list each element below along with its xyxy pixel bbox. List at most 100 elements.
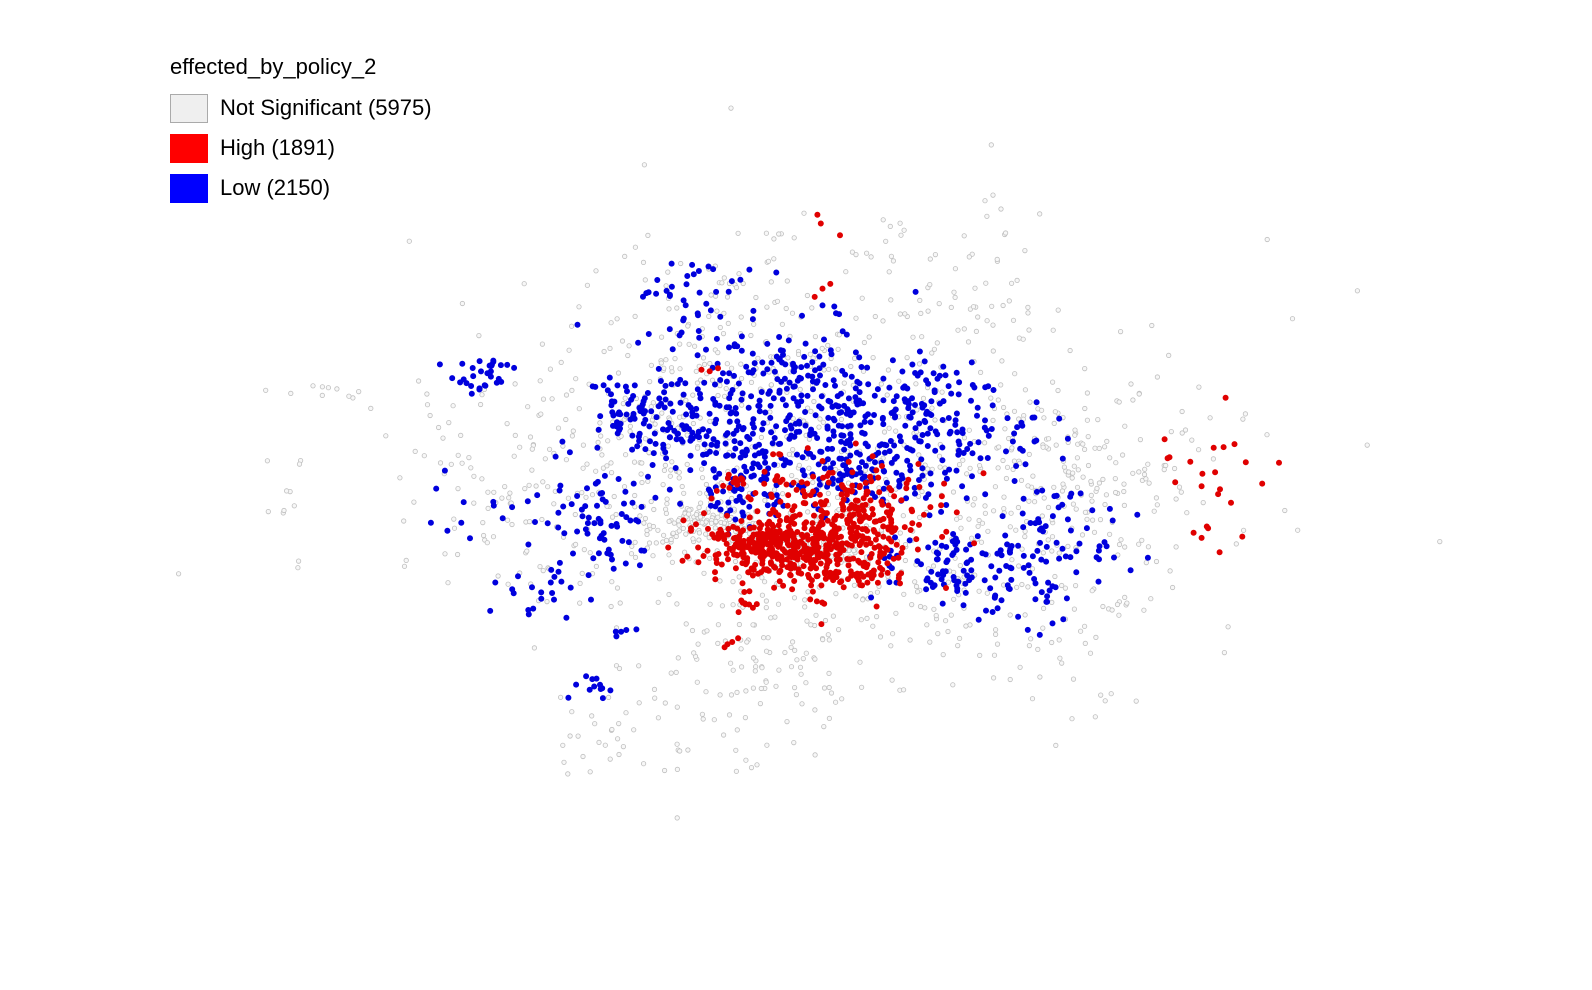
high-point [744, 555, 751, 562]
low-point [878, 441, 885, 448]
not-significant-point [807, 351, 813, 357]
low-point [744, 433, 751, 440]
high-point [804, 480, 811, 487]
not-significant-point [676, 469, 682, 475]
low-point [998, 552, 1005, 559]
not-significant-point [809, 305, 815, 311]
low-point [839, 328, 846, 335]
low-point [960, 567, 967, 574]
high-point [770, 506, 777, 513]
low-point [427, 519, 434, 526]
high-point [858, 538, 865, 545]
low-point [794, 451, 801, 458]
high-point [834, 526, 841, 533]
low-point [911, 484, 918, 491]
low-point [989, 609, 996, 616]
not-significant-point [551, 501, 557, 507]
high-point [718, 561, 725, 568]
not-significant-point [717, 324, 723, 331]
not-significant-point [736, 574, 742, 580]
low-point [777, 347, 784, 354]
low-point [726, 344, 733, 351]
not-significant-point [1167, 568, 1173, 574]
high-point [732, 541, 739, 548]
not-significant-point [736, 621, 743, 628]
low-point [723, 378, 730, 385]
low-point [548, 566, 555, 573]
low-point [663, 287, 670, 294]
low-point [940, 398, 947, 405]
not-significant-point [977, 369, 984, 375]
not-significant-point [759, 575, 765, 581]
not-significant-point [762, 497, 768, 503]
not-significant-point [883, 238, 889, 244]
not-significant-point [922, 605, 928, 611]
not-significant-point [953, 516, 960, 522]
high-point [712, 576, 719, 583]
not-significant-point [671, 520, 677, 526]
low-point [1109, 517, 1116, 524]
not-significant-point [1001, 494, 1007, 500]
high-point [845, 562, 852, 569]
low-point [987, 585, 994, 592]
not-significant-point [975, 523, 981, 529]
high-point [879, 462, 886, 469]
not-significant-point [641, 520, 647, 526]
low-point [727, 507, 734, 514]
not-significant-point [1080, 441, 1086, 447]
not-significant-point [368, 405, 374, 411]
not-significant-point [782, 649, 788, 656]
low-point [723, 404, 730, 411]
not-significant-point [750, 622, 756, 628]
low-point [907, 414, 914, 421]
low-point [844, 423, 851, 430]
low-point [1002, 532, 1009, 539]
high-point [1222, 394, 1229, 401]
high-point [739, 580, 746, 587]
high-point [729, 639, 736, 646]
high-point [909, 520, 916, 527]
low-point [848, 373, 855, 380]
not-significant-point [952, 294, 958, 300]
not-significant-point [505, 581, 511, 587]
low-point [862, 462, 869, 469]
not-significant-point [1118, 537, 1124, 543]
low-point [790, 383, 797, 390]
not-significant-point [655, 527, 661, 533]
not-significant-point [853, 252, 859, 258]
high-point [713, 487, 720, 494]
low-point [1031, 438, 1038, 445]
low-point [1127, 567, 1134, 574]
not-significant-point [664, 501, 670, 507]
not-significant-point [512, 432, 518, 438]
not-significant-point [1093, 634, 1099, 641]
low-point [864, 443, 871, 450]
low-point [934, 375, 941, 382]
not-significant-point [1089, 498, 1095, 504]
not-significant-point [644, 527, 650, 534]
low-point [804, 362, 811, 369]
not-significant-point [1082, 623, 1088, 629]
not-significant-point [793, 691, 800, 698]
low-point [1009, 438, 1016, 445]
legend-label-not-significant: Not Significant (5975) [220, 95, 432, 120]
high-point [794, 529, 801, 536]
low-point [433, 485, 440, 492]
high-point [811, 293, 818, 300]
low-point [689, 261, 696, 268]
low-point [799, 454, 806, 461]
low-point [613, 521, 620, 528]
not-significant-point [890, 258, 897, 264]
not-significant-point [765, 258, 772, 264]
low-point [499, 515, 506, 522]
legend-title: effected_by_policy_2 [170, 54, 377, 79]
low-point [904, 457, 911, 464]
not-significant-point [1000, 302, 1006, 309]
not-significant-point [801, 210, 807, 216]
not-significant-point [740, 280, 746, 287]
low-point [720, 370, 727, 377]
low-point [830, 377, 837, 384]
low-point [1134, 511, 1141, 518]
low-point [942, 372, 949, 379]
not-significant-point [851, 547, 857, 554]
